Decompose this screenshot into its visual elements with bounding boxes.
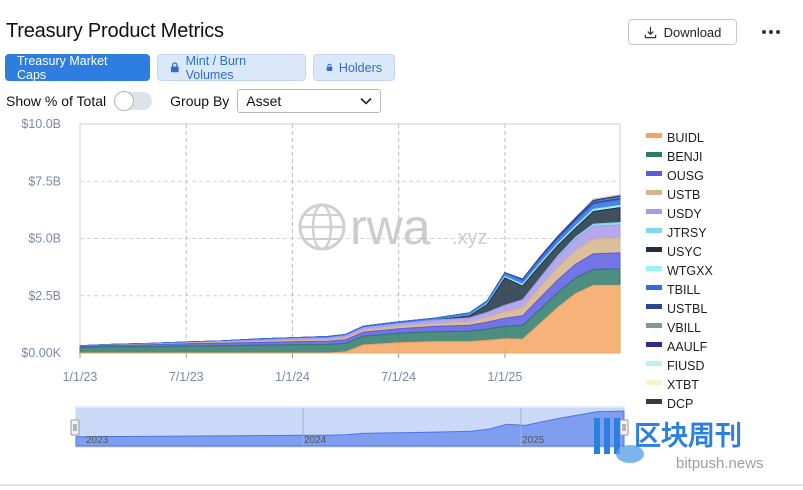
download-label: Download: [663, 24, 722, 40]
legend-swatch: [646, 133, 662, 138]
legend-item-xtbt[interactable]: XTBT: [667, 378, 699, 392]
tab-bar: Treasury Market Caps Mint / Burn Volumes…: [5, 53, 395, 82]
legend-swatch: [646, 399, 662, 404]
x-tick-label: 1/1/25: [488, 370, 523, 384]
legend-swatch: [646, 285, 662, 290]
legend-swatch: [646, 152, 662, 157]
tab-label: Holders: [338, 60, 382, 75]
tab-label: Mint / Burn Volumes: [185, 53, 247, 82]
y-tick-label: $2.5B: [28, 289, 61, 303]
legend-item-dcp[interactable]: DCP: [667, 397, 693, 411]
area-buidl: [80, 284, 621, 354]
legend-item-jtrsy[interactable]: JTRSY: [667, 226, 707, 240]
brand-name: 区块周刊: [634, 421, 742, 451]
navigator-right-handle[interactable]: [619, 419, 629, 436]
navigator-left-handle[interactable]: [70, 419, 80, 436]
tab-mint-burn-volumes[interactable]: Mint / Burn Volumes: [157, 53, 306, 82]
legend-item-usdy[interactable]: USDY: [667, 207, 702, 221]
x-axis: 1/1/23 7/1/23 1/1/24 7/1/24 1/1/25: [63, 353, 523, 384]
legend-item-tbill[interactable]: TBILL: [667, 283, 700, 297]
legend-item-vbill[interactable]: VBILL: [667, 321, 701, 335]
lock-icon: [170, 62, 179, 73]
legend-swatch: [646, 304, 662, 309]
download-button[interactable]: Download: [628, 19, 737, 45]
y-tick-label: $10.0B: [21, 117, 61, 131]
legend-item-ousg[interactable]: OUSG: [667, 169, 704, 183]
legend-item-usyc[interactable]: USYC: [667, 245, 702, 259]
legend-item-aaulf[interactable]: AAULF: [667, 340, 708, 354]
navigator-label-2024: 2024: [304, 435, 327, 446]
brand-logo-icon: [594, 418, 644, 463]
legend-swatch: [646, 171, 662, 176]
y-tick-label: $5.0B: [28, 232, 61, 246]
lock-icon: [326, 63, 333, 71]
navigator-label-2023: 2023: [86, 435, 109, 446]
toggle-knob: [114, 91, 135, 111]
show-percent-label: Show % of Total: [6, 93, 107, 109]
page-title: Treasury Product Metrics: [6, 20, 224, 42]
watermark-suffix: .xyz: [452, 227, 488, 249]
legend-swatch: [646, 323, 662, 328]
x-tick-label: 7/1/24: [381, 370, 416, 384]
brand-url: bitpush.news: [676, 455, 764, 472]
x-tick-label: 7/1/23: [169, 370, 204, 384]
group-by-value: Asset: [246, 93, 282, 109]
legend-swatch: [646, 228, 662, 233]
legend-swatch: [646, 247, 662, 252]
legend-swatch: [646, 266, 662, 271]
tab-holders[interactable]: Holders: [313, 54, 395, 81]
tab-label: Treasury Market Caps: [17, 53, 108, 82]
legend: BUIDL BENJI OUSG USTB USDY JTRSY USYC WTGXX TBIL…: [646, 131, 713, 411]
legend-item-buidl[interactable]: BUIDL: [667, 131, 704, 145]
legend-item-wtgxx[interactable]: WTGXX: [667, 264, 713, 278]
y-axis: $0.00K $2.5B $5.0B $7.5B $10.0B: [21, 117, 61, 360]
brand-watermark: 区块周刊 bitpush.news: [594, 418, 764, 472]
legend-item-benji[interactable]: BENJI: [667, 150, 702, 164]
show-percent-toggle[interactable]: [114, 91, 153, 111]
globe-icon: [298, 203, 346, 251]
tab-treasury-market-caps[interactable]: Treasury Market Caps: [5, 53, 150, 82]
legend-swatch: [646, 190, 662, 195]
chevron-down-icon: [360, 97, 372, 105]
group-by-select[interactable]: Asset: [237, 89, 382, 113]
watermark: rwa .xyz: [298, 199, 488, 255]
y-tick-label: $7.5B: [28, 174, 61, 188]
chart-controls: Show % of Total Group By Asset: [6, 89, 382, 113]
more-options-icon[interactable]: [760, 24, 782, 40]
legend-swatch: [646, 209, 662, 214]
legend-swatch: [646, 380, 662, 385]
stacked-areas: [79, 194, 621, 354]
range-navigator[interactable]: 2023 2024 2025: [70, 406, 629, 448]
legend-item-fiusd[interactable]: FIUSD: [667, 359, 705, 373]
legend-swatch: [646, 361, 662, 366]
navigator-label-2025: 2025: [522, 435, 545, 446]
legend-item-ustb[interactable]: USTB: [667, 188, 700, 202]
download-icon: [644, 26, 656, 38]
y-tick-label: $0.00K: [21, 346, 61, 360]
watermark-text: rwa: [350, 199, 431, 255]
navigator-area: [75, 410, 625, 447]
legend-swatch: [646, 342, 662, 347]
x-tick-label: 1/1/24: [275, 370, 310, 384]
group-by-label: Group By: [170, 93, 230, 109]
legend-item-ustbl[interactable]: USTBL: [667, 302, 707, 316]
x-tick-label: 1/1/23: [63, 370, 98, 384]
